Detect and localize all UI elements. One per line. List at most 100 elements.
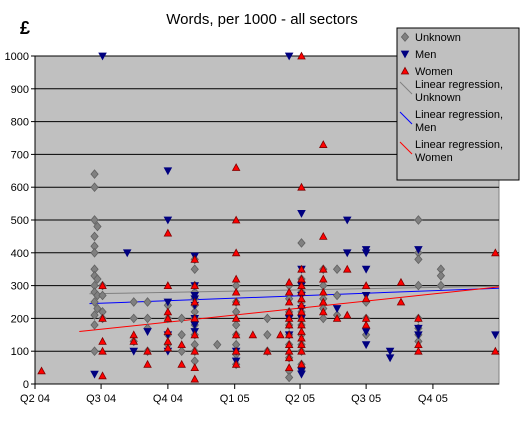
data-point [190,374,200,383]
data-point [342,216,352,225]
data-point [93,274,102,284]
data-point [284,320,294,329]
data-point [231,215,241,224]
legend-line [399,111,413,125]
data-point [90,310,99,320]
y-tick-label: 800 [11,117,29,129]
data-point [37,366,46,375]
data-point [491,346,500,355]
y-tick-label: 1000 [5,51,29,63]
y-tick-label: 600 [11,182,29,194]
data-point [361,265,371,274]
data-point [284,297,294,306]
data-point [297,264,306,273]
data-point [143,359,152,368]
data-point [190,297,200,306]
data-point [361,320,371,329]
y-tick-label: 200 [11,313,29,325]
legend-label: Linear regression, [415,109,503,121]
y-tick-label: 500 [11,215,29,227]
data-point [129,347,139,356]
data-point [414,246,423,254]
data-point [93,221,102,232]
data-point [163,298,173,307]
data-point [332,264,342,275]
legend-label: Unknown [415,92,461,104]
data-point [436,280,446,291]
data-point [342,264,352,273]
data-point [414,331,423,340]
data-point [231,248,241,257]
data-point [385,354,395,363]
data-point [177,329,186,340]
data-point [98,336,107,345]
data-point [177,340,186,349]
data-point [396,277,406,286]
data-point [342,249,352,258]
data-point [98,52,107,61]
data-point [231,359,241,368]
legend-label: Men [415,122,436,134]
regression-line [89,287,500,305]
data-point [436,270,446,281]
data-point [231,346,241,355]
data-point [163,167,173,176]
legend-label: Linear regression, [415,139,503,151]
data-point [98,371,107,380]
data-point [361,294,371,303]
legend-label: Unknown [415,32,461,44]
x-tick-label: Q4 04 [153,393,183,405]
data-point [319,231,328,240]
data-point [90,346,99,357]
data-point [263,329,272,340]
data-point [98,290,107,301]
data-point [248,330,258,339]
data-point [213,339,222,350]
legend-box [396,27,520,181]
legend-marker [400,50,410,59]
data-point [90,231,99,242]
data-point [90,297,99,307]
data-point [190,330,200,339]
legend-label: Linear regression, [415,79,503,91]
data-point [332,313,342,322]
legend-label: Women [415,66,453,78]
data-point [163,281,173,289]
data-point [284,363,294,371]
data-point [231,274,241,283]
data-point [129,336,139,345]
data-point [190,254,200,263]
data-point [143,328,152,336]
data-point [332,290,342,301]
y-tick-label: 400 [11,248,29,260]
data-point [163,327,173,335]
data-point [284,287,294,296]
data-point [177,313,186,324]
data-point [285,372,294,383]
data-point [297,359,306,368]
data-point [276,330,285,339]
data-point [297,210,306,218]
data-point [361,249,371,258]
data-point [284,330,294,339]
data-point [414,254,423,265]
data-point [98,281,107,289]
data-point [231,330,241,339]
data-point [297,238,306,248]
data-point [232,320,241,330]
y-tick-label: 100 [11,346,29,358]
data-point [361,341,371,350]
data-point [231,163,241,171]
data-point [297,346,306,355]
data-point [414,280,423,291]
regression-line [89,285,500,295]
data-point [361,281,371,289]
data-point [491,248,500,257]
data-point [98,313,107,322]
legend-line [399,81,413,95]
data-point [190,346,200,355]
data-point [90,182,99,193]
data-point [414,324,423,333]
